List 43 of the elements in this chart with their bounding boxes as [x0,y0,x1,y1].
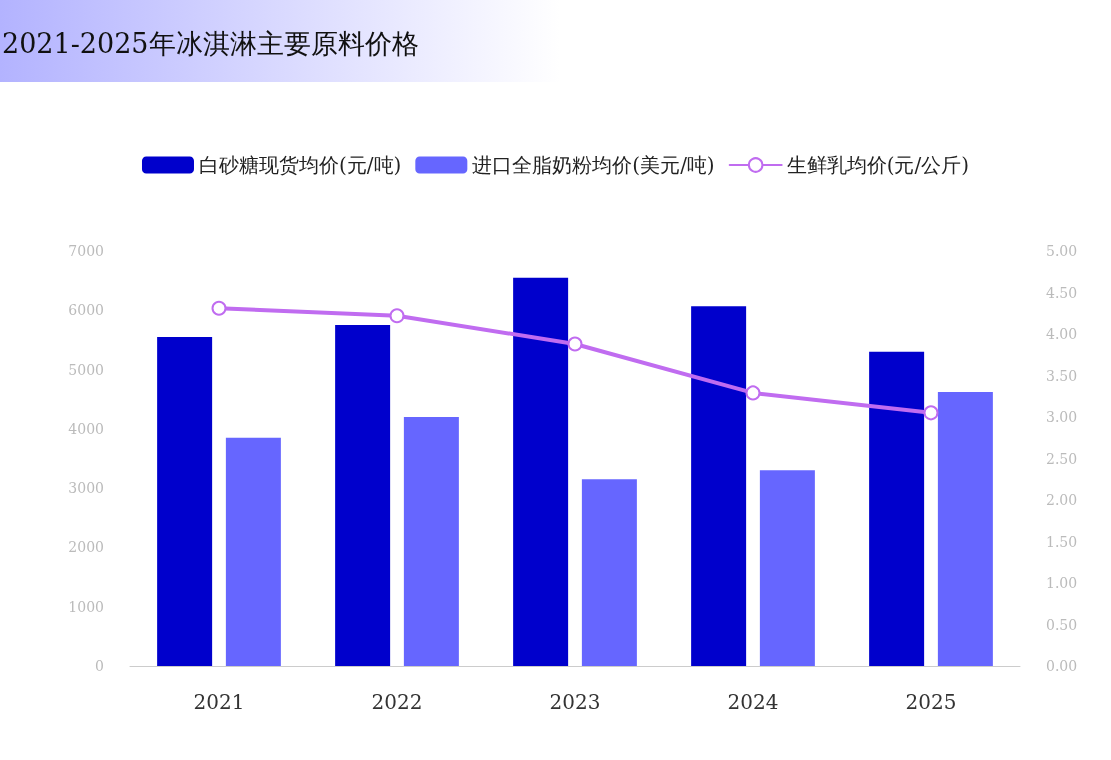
x-tick-label: 2025 [905,690,957,714]
y2-tick-label: 3.50 [1046,367,1078,384]
y-tick-label: 7000 [68,243,104,259]
x-tick-label: 2021 [193,690,245,714]
point [923,405,939,421]
bar [581,479,637,666]
y-tick-label: 4000 [68,420,104,437]
y2-tick-label: 2.50 [1046,450,1078,467]
y2-tick-label: 5.00 [1046,243,1078,259]
legend-label: 白砂糖现货均价(元/吨) [198,153,402,177]
bar [403,417,459,666]
point [211,300,227,316]
bar [157,336,213,666]
bar [937,392,993,666]
bar [335,325,391,666]
y-tick-label: 5000 [68,361,104,378]
point [745,385,761,401]
y-tick-label: 1000 [68,598,104,615]
y2-tick-label: 3.00 [1046,409,1078,425]
y2-tick-label: 4.50 [1046,284,1078,301]
y2-tick-label: 4.00 [1046,326,1078,342]
y-tick-label: 3000 [68,480,104,497]
y-tick-label: 2000 [68,539,104,556]
y2-tick-label: 1.00 [1046,575,1078,591]
bar [869,351,925,666]
chart-title: 2021-2025年冰淇淋主要原料价格 [2,27,419,61]
y2-tick-label: 0.00 [1046,658,1078,674]
bar [513,277,569,666]
bar [691,306,747,666]
legend-label: 进口全脂奶粉均价(美元/吨) [472,153,715,177]
bar [225,437,281,666]
y2-tick-label: 2.00 [1046,492,1078,508]
y2-tick-label: 1.50 [1046,533,1078,550]
point [389,308,405,324]
x-tick-label: 2023 [549,690,601,714]
legend-label: 生鲜乳均价(元/公斤) [786,153,970,177]
x-tick-label: 2024 [727,690,779,714]
point [567,336,583,352]
bar [759,470,815,666]
y-tick-label: 0 [95,658,104,674]
y2-tick-label: 0.50 [1046,616,1078,633]
y-tick-label: 6000 [68,302,104,319]
x-tick-label: 2022 [371,690,423,714]
